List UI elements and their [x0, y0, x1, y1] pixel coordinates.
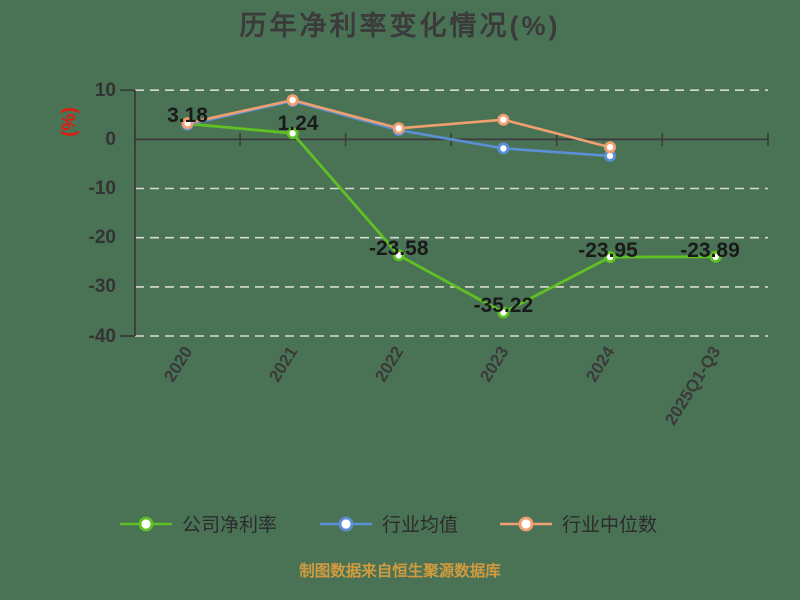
svg-text:-40: -40 — [89, 326, 116, 347]
svg-text:-30: -30 — [89, 276, 116, 297]
svg-text:(%): (%) — [59, 107, 80, 137]
svg-text:0: 0 — [105, 129, 116, 150]
svg-text:3.18: 3.18 — [167, 104, 208, 127]
svg-text:-23.95: -23.95 — [578, 239, 638, 262]
svg-text:-10: -10 — [89, 178, 116, 199]
svg-text:-23.58: -23.58 — [369, 237, 429, 260]
svg-text:-35.22: -35.22 — [474, 294, 534, 317]
svg-text:2025Q1-Q3: 2025Q1-Q3 — [661, 343, 724, 428]
svg-text:-20: -20 — [89, 227, 116, 248]
svg-text:2022: 2022 — [371, 343, 407, 385]
svg-text:行业均值: 行业均值 — [382, 514, 458, 536]
svg-text:2020: 2020 — [160, 343, 196, 385]
svg-text:-23.89: -23.89 — [680, 239, 740, 262]
svg-text:1.24: 1.24 — [278, 112, 319, 135]
svg-text:2024: 2024 — [582, 343, 618, 386]
svg-text:2023: 2023 — [476, 343, 512, 385]
svg-text:制图数据来自恒生聚源数据库: 制图数据来自恒生聚源数据库 — [299, 561, 501, 580]
svg-text:2021: 2021 — [265, 343, 301, 385]
svg-text:10: 10 — [95, 80, 116, 101]
svg-text:公司净利率: 公司净利率 — [182, 514, 277, 536]
svg-text:行业中位数: 行业中位数 — [562, 514, 657, 536]
